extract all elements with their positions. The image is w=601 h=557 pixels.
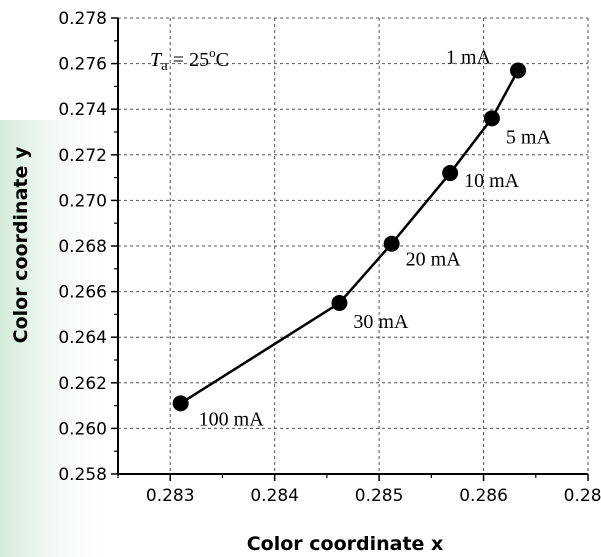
x-tick-label: 0.283 (146, 486, 195, 506)
y-axis-title: Color coordinate y (10, 146, 32, 343)
y-tick-label: 0.272 (58, 146, 107, 166)
data-point (483, 110, 500, 127)
data-point-label: 30 mA (353, 311, 409, 333)
background-glow (0, 120, 120, 557)
annotation-temperature: Ta = 25oC (150, 45, 229, 74)
y-tick-label: 0.276 (58, 55, 107, 75)
point-labels: 100 mA 30 mA 20 mA 10 mA 5 mA 1 mA (199, 46, 552, 430)
y-tick-label: 0.268 (58, 237, 107, 257)
y-tick-label: 0.274 (58, 100, 107, 120)
data-point (442, 165, 459, 182)
x-tick-label: 0.287 (564, 486, 601, 506)
x-tick-label: 0.284 (250, 486, 299, 506)
annotation-degree: o (209, 45, 216, 60)
data-point-label: 5 mA (506, 126, 552, 148)
data-point-label: 1 mA (446, 46, 492, 68)
x-tick-labels: 0.283 0.284 0.285 0.286 0.287 (146, 486, 601, 506)
y-tick-label: 0.260 (58, 419, 107, 439)
series-line-path (179, 69, 520, 405)
x-tick-label: 0.286 (459, 486, 508, 506)
data-point-label: 20 mA (406, 249, 462, 271)
y-tick-label: 0.264 (58, 328, 107, 348)
data-point (331, 295, 348, 311)
series-line (179, 69, 520, 405)
y-tick-label: 0.258 (58, 465, 107, 485)
annotation-value: = 25 (168, 49, 209, 71)
data-point (510, 62, 527, 79)
y-tick-label: 0.278 (58, 9, 107, 29)
axes (111, 17, 589, 481)
annotation-symbol: T (150, 49, 163, 71)
y-tick-labels: 0.258 0.260 0.262 0.264 0.266 0.268 0.270 0.272… (58, 9, 107, 485)
y-tick-label: 0.270 (58, 191, 107, 211)
gridlines (118, 17, 589, 475)
data-point (172, 395, 189, 412)
data-points (172, 62, 527, 412)
annotation-subscript: a (161, 58, 168, 74)
data-point-label: 10 mA (464, 170, 520, 192)
data-point-label: 100 mA (199, 408, 265, 430)
x-tick-label: 0.285 (355, 486, 404, 506)
annotation-unit: C (216, 49, 229, 71)
y-tick-label: 0.262 (58, 374, 107, 394)
x-axis-title: Color coordinate x (247, 533, 444, 555)
y-tick-label: 0.266 (58, 283, 107, 303)
data-point (383, 235, 400, 252)
